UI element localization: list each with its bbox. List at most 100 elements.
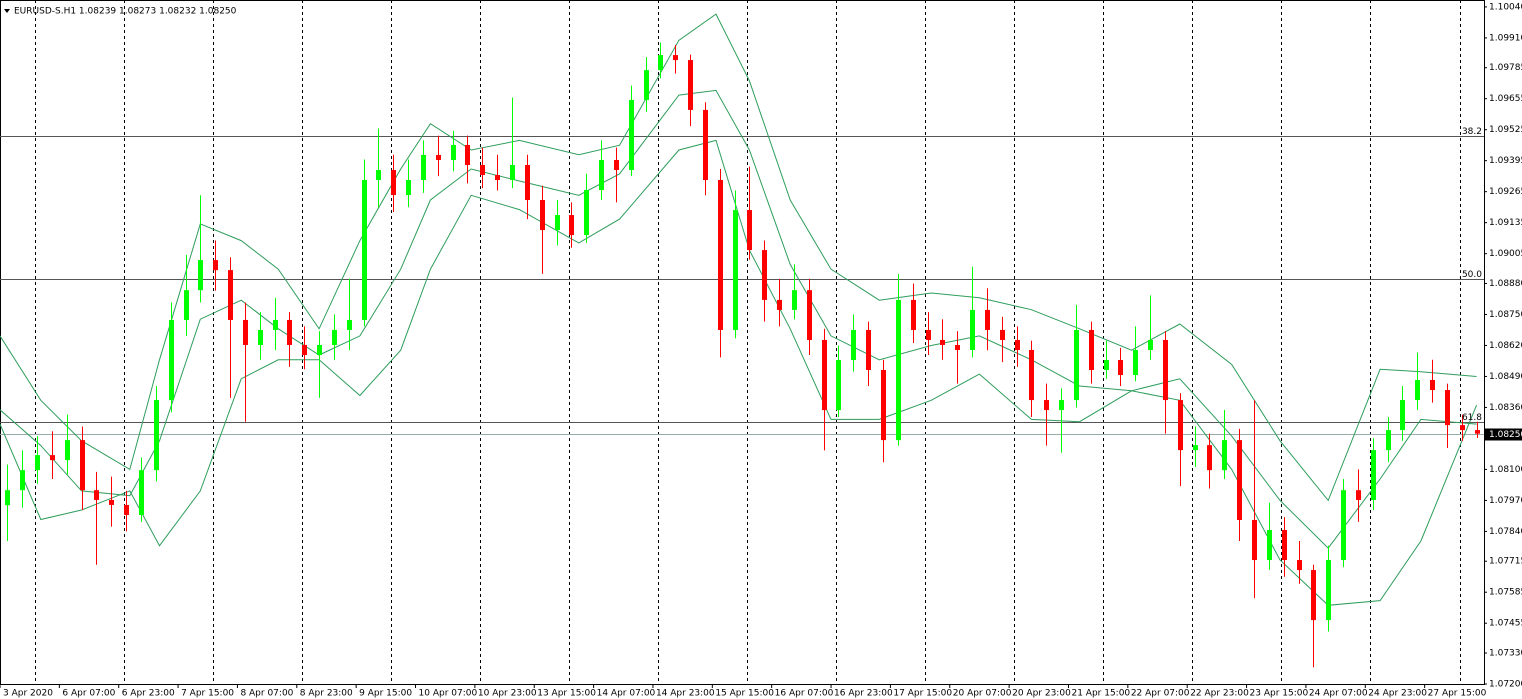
candle-body (525, 164, 530, 201)
x-tick-label: 7 Apr 15:00 (181, 689, 234, 699)
candle-body (1400, 400, 1405, 431)
x-tick-label: 14 Apr 23:00 (656, 689, 715, 699)
candle-body (154, 400, 159, 471)
candle-body (287, 319, 292, 345)
candle-body (436, 154, 441, 160)
chart-title: EURUSD-S.H1 1.08239 1.08273 1.08232 1.08… (14, 7, 237, 17)
candle-body (644, 70, 649, 100)
candle-body (1222, 440, 1227, 471)
candle-body (762, 250, 767, 300)
candle-body (480, 164, 485, 175)
candle-body (614, 159, 619, 170)
candle-body (5, 490, 10, 506)
candle-body (1445, 390, 1450, 426)
candle-body (1133, 349, 1138, 376)
x-tick-label: 8 Apr 07:00 (240, 689, 293, 699)
y-tick-label: 1.07840 (1489, 527, 1522, 537)
candle-body (1371, 450, 1376, 500)
y-tick-label: 1.09785 (1489, 63, 1522, 73)
candle-body (926, 329, 931, 340)
candle-body (1015, 339, 1020, 350)
candle-body (1415, 380, 1420, 401)
candle-body (866, 329, 871, 371)
candle-body (629, 99, 634, 170)
y-tick-label: 1.10040 (1489, 2, 1522, 12)
y-tick-label: 1.09265 (1489, 187, 1522, 197)
y-tick-label: 1.08360 (1489, 403, 1522, 413)
candle-body (955, 344, 960, 350)
y-tick-label: 1.08490 (1489, 372, 1522, 382)
candle-body (1178, 400, 1183, 451)
candle-body (569, 215, 574, 236)
x-tick-label: 6 Apr 07:00 (62, 689, 115, 699)
candle-body (406, 180, 411, 196)
x-tick-label: 3 Apr 2020 (3, 689, 53, 699)
candle-body (495, 174, 500, 180)
candle-body (94, 490, 99, 500)
x-tick-label: 21 Apr 15:00 (1071, 689, 1130, 699)
x-tick-label: 16 Apr 07:00 (775, 689, 834, 699)
y-tick-label: 1.07200 (1489, 680, 1522, 690)
y-tick-label: 1.09910 (1489, 33, 1522, 43)
menu-arrow[interactable] (4, 9, 10, 13)
candle-body (362, 180, 367, 320)
x-tick-label: 9 Apr 15:00 (359, 689, 412, 699)
candle-body (109, 499, 114, 505)
candle-body (317, 344, 322, 355)
candle-body (1475, 430, 1480, 434)
y-tick-label: 1.09525 (1489, 125, 1522, 135)
x-tick-label: 10 Apr 23:00 (478, 689, 537, 699)
y-tick-label: 1.08750 (1489, 310, 1522, 320)
candle-body (703, 109, 708, 180)
candle-body (213, 260, 218, 271)
y-tick-label: 1.07455 (1489, 619, 1522, 629)
x-tick-label: 16 Apr 23:00 (834, 689, 893, 699)
candle-body (985, 309, 990, 330)
candle-body (1311, 570, 1316, 621)
candle-body (1029, 349, 1034, 401)
x-tick-label: 20 Apr 07:00 (953, 689, 1012, 699)
bollinger-band (0, 89, 1477, 549)
candle-body (540, 200, 545, 231)
y-tick-label: 1.08880 (1489, 279, 1522, 289)
x-tick-label: 15 Apr 15:00 (715, 689, 774, 699)
candle-body (940, 339, 945, 345)
price-box (1485, 428, 1522, 441)
x-tick-label: 22 Apr 07:00 (1131, 689, 1190, 699)
candle-body (421, 154, 426, 180)
candle-body (673, 55, 678, 61)
candle-body (50, 455, 55, 461)
candle-body (1341, 490, 1346, 561)
bollinger-band (0, 139, 1478, 606)
candle-body (139, 470, 144, 515)
x-tick-label: 10 Apr 07:00 (419, 689, 478, 699)
y-tick-label: 1.09135 (1489, 218, 1522, 228)
x-tick-label: 24 Apr 23:00 (1368, 689, 1427, 699)
y-tick-label: 1.07970 (1489, 496, 1522, 506)
y-tick-label: 1.09395 (1489, 156, 1522, 166)
y-tick-label: 1.07330 (1489, 649, 1522, 659)
x-tick-label: 22 Apr 23:00 (1190, 689, 1249, 699)
candle-body (1326, 560, 1331, 621)
x-tick-label: 27 Apr 15:00 (1428, 689, 1487, 699)
candle-body (243, 319, 248, 345)
candle-body (1297, 560, 1302, 571)
candle-body (169, 319, 174, 401)
candle-body (599, 159, 604, 191)
candle-body (881, 370, 886, 441)
candle-body (747, 210, 752, 251)
candle-body (258, 329, 263, 345)
candle-body (822, 339, 827, 411)
candle-body (1000, 329, 1005, 340)
x-tick-label: 6 Apr 23:00 (122, 689, 175, 699)
candle-body (555, 215, 560, 231)
candle-body (198, 260, 203, 291)
candle-body (1104, 360, 1109, 371)
fibo-label: 50.0 (1462, 270, 1482, 280)
candle-body (391, 169, 396, 196)
x-tick-label: 17 Apr 15:00 (893, 689, 952, 699)
candle-body (970, 309, 975, 350)
candle-body (718, 180, 723, 330)
candle-body (1460, 425, 1465, 431)
